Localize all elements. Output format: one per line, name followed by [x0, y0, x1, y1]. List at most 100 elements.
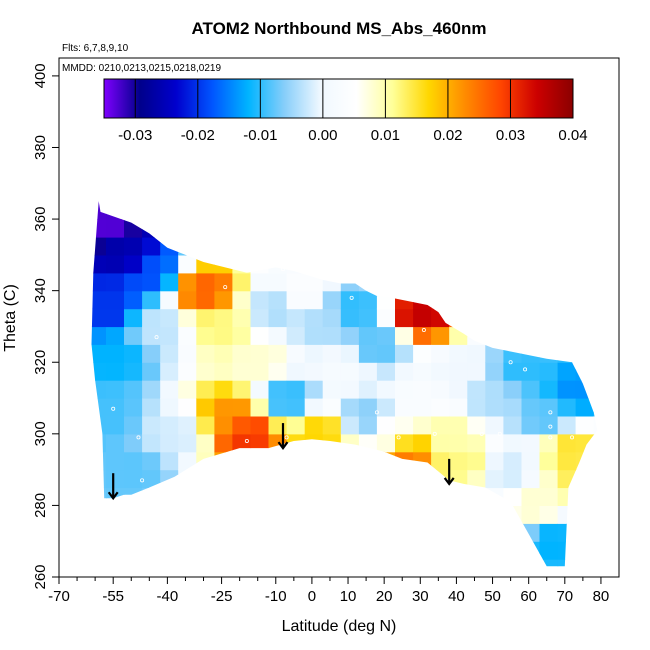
heatmap-cell — [286, 541, 306, 560]
heatmap-cell — [503, 254, 523, 274]
heatmap-cell — [304, 398, 324, 417]
heatmap-cell — [449, 541, 468, 560]
colorbar-tick-label: -0.01 — [243, 127, 277, 144]
heatmap-cell — [268, 469, 288, 489]
x-axis: -70 -55 -40 -25 -10 0 10 20 30 40 50 60 70 80 — [48, 577, 609, 605]
heatmap-cell — [304, 254, 324, 274]
heatmap-cell — [304, 505, 324, 524]
heatmap-cell — [467, 559, 486, 567]
colorbar — [103, 78, 574, 119]
heatmap-cell — [358, 415, 378, 435]
heatmap-cell — [91, 469, 107, 489]
heatmap-cell — [91, 237, 107, 256]
heatmap-cell — [413, 541, 432, 560]
heatmap-cell — [124, 415, 143, 435]
heatmap-cell — [503, 559, 523, 567]
heatmap-cell — [160, 523, 179, 542]
heatmap-cell — [358, 362, 378, 381]
heatmap-cell — [593, 362, 598, 381]
heatmap-cell — [214, 523, 234, 542]
heatmap-cell — [431, 237, 450, 256]
flights-subtitle: Flts: 6,7,8,9,10 — [62, 43, 129, 54]
colorbar-tick-label: 0.00 — [308, 127, 337, 144]
heatmap-cell — [358, 451, 378, 471]
heatmap-cell — [376, 541, 396, 560]
heatmap-cell — [358, 272, 378, 292]
heatmap-cell — [250, 344, 270, 363]
heatmap-cell — [485, 541, 504, 560]
heatmap-cell — [593, 290, 598, 310]
x-tick-label: -70 — [48, 588, 70, 605]
heatmap-cell — [431, 415, 450, 435]
heatmap-cell — [557, 254, 577, 274]
heatmap-cell — [557, 344, 577, 363]
plot-frame — [58, 57, 620, 578]
heatmap-cell — [358, 201, 378, 220]
heatmap-cell — [106, 523, 125, 542]
heatmap-cell — [196, 219, 215, 238]
heatmap-cell — [395, 201, 414, 202]
heatmap-cell — [431, 559, 450, 567]
heatmap-cell — [557, 398, 577, 417]
heatmap-cell — [503, 398, 523, 417]
heatmap-cell — [376, 308, 396, 328]
heatmap-cell — [467, 290, 486, 310]
heatmap-cell — [304, 326, 324, 345]
y-axis-title: Theta (C) — [2, 284, 19, 352]
heatmap-cell — [376, 559, 396, 567]
heatmap-cell — [160, 326, 179, 345]
heatmap-cell — [593, 380, 598, 399]
heatmap-cell — [593, 201, 598, 202]
heatmap-cell — [124, 272, 143, 292]
heatmap-cell — [431, 326, 450, 345]
heatmap-cell — [232, 344, 252, 363]
heatmap-cell — [521, 505, 541, 524]
heatmap-cell — [232, 362, 252, 381]
heatmap-cell — [160, 290, 179, 310]
heatmap-cell — [124, 487, 143, 506]
heatmap-cell — [395, 523, 414, 542]
heatmap-cell — [322, 308, 342, 328]
x-tick-label: -10 — [265, 588, 287, 605]
heatmap-cell — [304, 272, 324, 292]
heatmap-cell — [160, 415, 179, 435]
heatmap-cell — [286, 451, 306, 471]
heatmap-cell — [467, 451, 486, 471]
heatmap-cell — [593, 326, 598, 345]
heatmap-cell — [214, 201, 234, 202]
heatmap-cell — [340, 433, 360, 453]
heatmap-cell — [250, 290, 270, 310]
heatmap-cell — [304, 344, 324, 363]
heatmap-cell — [196, 505, 215, 524]
heatmap-cell — [322, 559, 342, 567]
heatmap-cell — [124, 201, 143, 202]
heatmap-cell — [106, 469, 125, 489]
colorbar-tick-label: -0.03 — [118, 127, 152, 144]
heatmap-cell — [503, 523, 523, 542]
heatmap-cell — [503, 433, 523, 453]
heatmap-cell — [250, 469, 270, 489]
heatmap-cell — [124, 254, 143, 274]
heatmap-cell — [232, 201, 252, 220]
y-tick-label: 360 — [32, 207, 49, 232]
heatmap-cell — [539, 362, 559, 381]
heatmap-cell — [214, 451, 234, 471]
heatmap-cell — [431, 398, 450, 417]
heatmap-cell — [449, 219, 468, 238]
heatmap-cell — [304, 201, 324, 220]
sample-point — [570, 435, 575, 440]
heatmap-cell — [304, 469, 324, 489]
sample-point — [280, 267, 285, 272]
heatmap-cell — [575, 254, 595, 274]
heatmap-cell — [431, 523, 450, 542]
heatmap-cell — [232, 487, 252, 506]
heatmap-cell — [575, 487, 595, 506]
heatmap-cell — [106, 433, 125, 453]
colorbar-tick-label: 0.04 — [558, 127, 587, 144]
heatmap-cell — [340, 290, 360, 310]
heatmap-cell — [286, 523, 306, 542]
heatmap-cell — [449, 451, 468, 471]
heatmap-cell — [521, 344, 541, 363]
heatmap-cell — [178, 415, 197, 435]
heatmap-cell — [503, 505, 523, 524]
